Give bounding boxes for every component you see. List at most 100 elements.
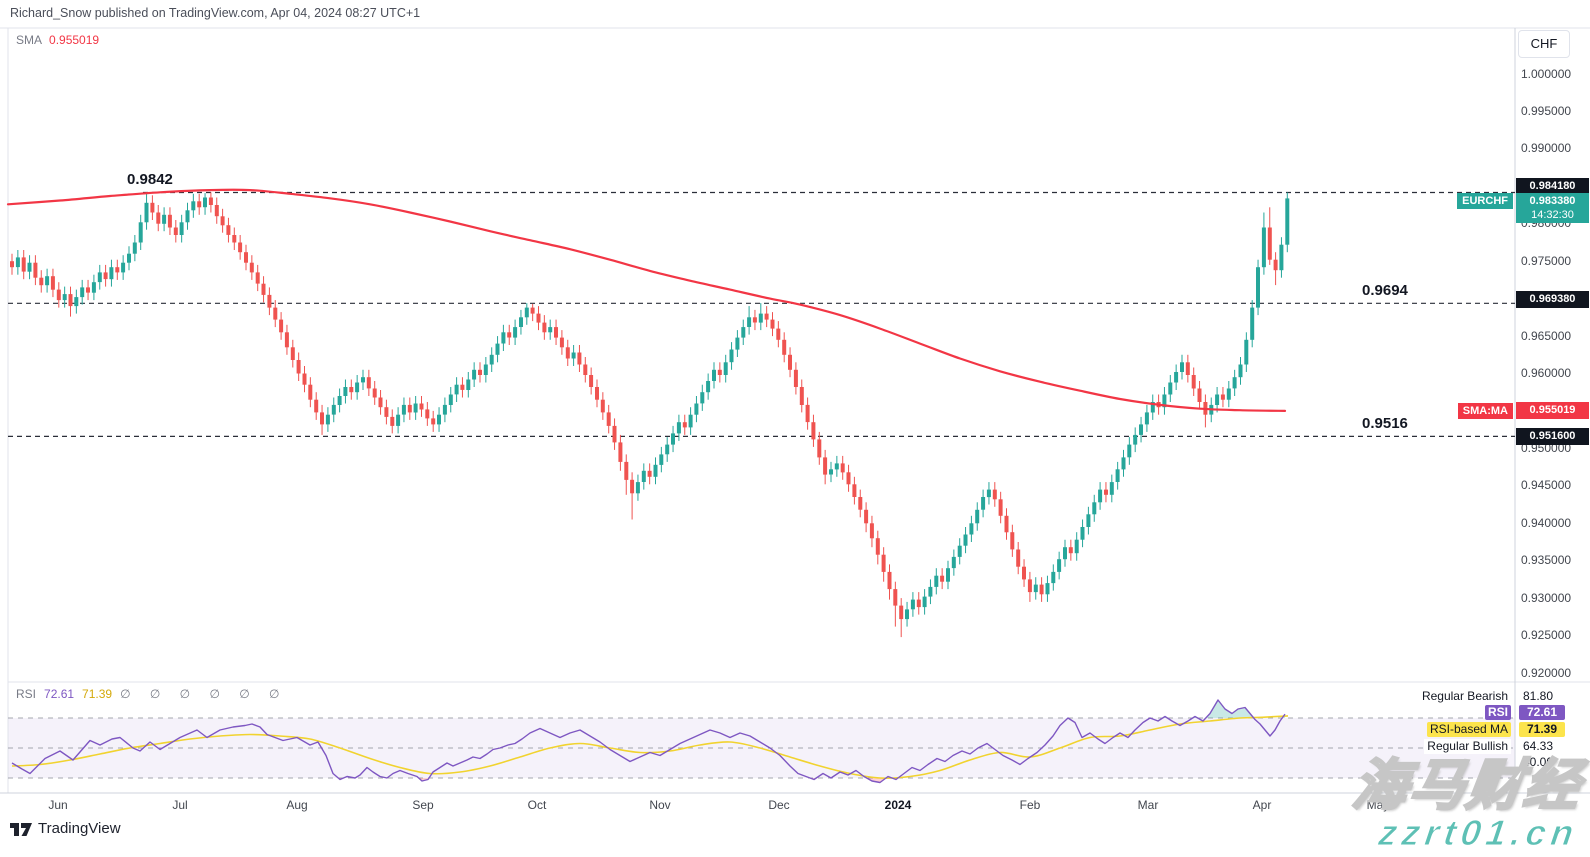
price-tick-label: 0.990000 xyxy=(1521,141,1572,155)
candle-body xyxy=(1039,584,1044,595)
candle-body xyxy=(109,267,114,280)
candle-body xyxy=(314,399,319,413)
candle-body xyxy=(565,347,570,359)
candle-body xyxy=(1057,559,1062,572)
candle-body xyxy=(343,387,348,396)
candle-body xyxy=(770,319,775,329)
candle-body xyxy=(1033,584,1038,593)
candle-body xyxy=(401,404,406,415)
price-level-label: 0.9516 xyxy=(1362,415,1408,432)
candle-body xyxy=(542,322,547,333)
candle-body xyxy=(448,394,453,405)
currency-toggle-button[interactable]: CHF xyxy=(1518,30,1570,58)
tradingview-brand[interactable]: TradingView xyxy=(10,820,121,837)
candle-body xyxy=(583,364,588,375)
candle-body xyxy=(612,425,617,443)
candle-body xyxy=(21,257,26,272)
rsi-annotation-label: Regular Bearish xyxy=(1418,689,1511,704)
candle-body xyxy=(1115,469,1120,482)
candle-body xyxy=(226,225,231,235)
candle-body xyxy=(829,469,833,475)
candle-body xyxy=(864,509,869,524)
candle-body xyxy=(723,362,728,375)
candle-body xyxy=(998,499,1003,516)
candle-body xyxy=(197,201,202,208)
candle-body xyxy=(138,222,143,243)
candle-body xyxy=(56,289,61,301)
candle-body xyxy=(331,404,336,415)
countdown-timer: 14:32:30 xyxy=(1531,209,1574,221)
price-level-label: 0.9694 xyxy=(1362,282,1408,299)
candle-body xyxy=(454,384,459,395)
candle-body xyxy=(208,197,213,205)
candle-body xyxy=(97,272,102,283)
candle-body xyxy=(834,463,839,470)
sma-legend-row[interactable]: SMA 0.955019 xyxy=(16,33,99,47)
symbol-tag: EURCHF xyxy=(1457,193,1513,209)
rsi-ma-line[interactable] xyxy=(11,715,1289,779)
candle-body xyxy=(15,257,20,268)
candle-body xyxy=(729,349,734,363)
candle-body xyxy=(1063,547,1067,560)
candle-body xyxy=(747,317,752,327)
rsi-line[interactable] xyxy=(11,699,1286,784)
candle-body xyxy=(1244,339,1249,365)
candle-body xyxy=(466,379,471,390)
candle-body xyxy=(372,388,377,398)
candle-body xyxy=(963,534,968,546)
candle-body xyxy=(536,313,541,323)
time-axis-label: Jun xyxy=(48,798,68,812)
candle-body xyxy=(741,327,746,338)
candle-body xyxy=(91,282,96,293)
rsi-annotation-value: 40.00 xyxy=(1523,755,1554,769)
sma-legend-label: SMA xyxy=(16,33,43,47)
candle-body xyxy=(483,364,488,375)
candle-body xyxy=(618,442,623,462)
candle-body xyxy=(869,523,874,539)
candle-body xyxy=(127,253,131,263)
candle-body xyxy=(472,369,477,380)
candle-body xyxy=(934,575,939,587)
price-tick-label: 0.965000 xyxy=(1521,329,1572,343)
candle-body xyxy=(1086,514,1091,527)
candle-body xyxy=(1220,394,1225,400)
rsi-legend-row[interactable]: RSI 72.61 71.39 ∅ ∅ ∅ ∅ ∅ ∅ xyxy=(16,687,287,701)
price-tick-label: 0.975000 xyxy=(1521,254,1572,268)
candle-body xyxy=(577,352,582,365)
candle-body xyxy=(378,397,383,408)
candle-body xyxy=(1080,527,1085,540)
price-level-label: 0.9842 xyxy=(127,171,173,188)
candle-body xyxy=(519,317,523,327)
candle-body xyxy=(811,422,816,440)
candle-body xyxy=(600,399,605,413)
candle-body xyxy=(653,464,658,477)
price-tick-label: 0.925000 xyxy=(1521,628,1572,642)
rsi-legend-value: 72.61 xyxy=(44,687,75,701)
candle-body xyxy=(951,556,956,569)
rsi-empty-params: ∅ ∅ ∅ ∅ ∅ ∅ xyxy=(120,687,288,701)
candle-body xyxy=(1133,434,1138,445)
candle-body xyxy=(437,414,441,425)
candle-body xyxy=(220,216,225,226)
candle-body xyxy=(899,605,904,620)
candle-body xyxy=(1150,402,1155,413)
candle-body xyxy=(946,568,950,582)
time-axis-label: Jul xyxy=(172,798,188,812)
candle-body xyxy=(150,202,155,213)
candle-body xyxy=(595,387,599,400)
candle-body xyxy=(495,343,500,355)
tradingview-logo-icon xyxy=(10,823,32,836)
candle-body xyxy=(1074,539,1079,554)
candle-body xyxy=(103,272,108,280)
time-axis-label: Aug xyxy=(286,798,308,812)
candle-body xyxy=(676,422,681,434)
candle-body xyxy=(431,418,436,425)
candle-body xyxy=(1022,566,1026,580)
candle-body xyxy=(1174,372,1179,383)
sma-tag: SMA:MA xyxy=(1457,403,1513,419)
candle-body xyxy=(1045,583,1050,595)
candle-body xyxy=(846,472,851,485)
candle-body xyxy=(630,479,635,494)
sma-line[interactable] xyxy=(6,188,1287,412)
